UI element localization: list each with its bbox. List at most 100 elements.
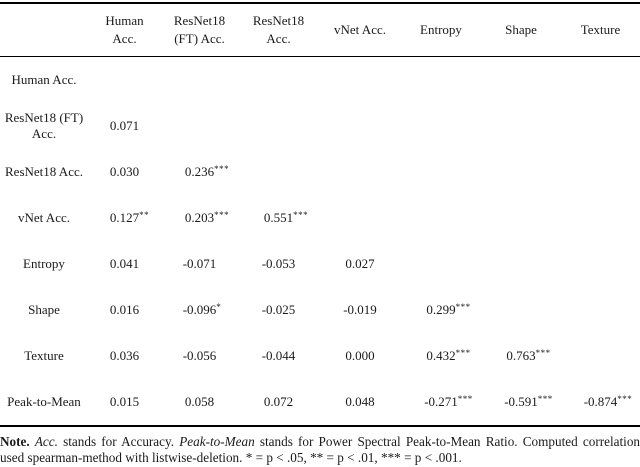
- cell-value: 0.236 ***: [185, 164, 229, 180]
- table-row: Texture 0.036 -0.056 -0.044 0.000 0.432 *** 0.7…: [0, 333, 640, 379]
- table-cell: [481, 103, 561, 149]
- column-header: ResNet18 Acc.: [238, 3, 319, 57]
- table-cell: 0.015: [88, 379, 161, 426]
- table-cell: -0.071: [161, 241, 238, 287]
- cell-value: -0.071: [182, 256, 217, 271]
- cell-value: 0.299 ***: [426, 302, 470, 318]
- cell-value: -0.271 ***: [424, 394, 472, 410]
- table-cell: 0.016: [88, 287, 161, 333]
- cell-value: 0.000: [345, 348, 375, 363]
- significance-stars: ***: [455, 302, 471, 312]
- cell-value: 0.072: [263, 394, 294, 409]
- table-cell: [561, 241, 640, 287]
- cell-value: 0.432 ***: [426, 348, 470, 364]
- note-segment: Note.: [0, 434, 30, 449]
- table-cell: -0.053: [238, 241, 319, 287]
- table-row: vNet Acc. 0.127 ** 0.203 *** 0.551 ***: [0, 195, 640, 241]
- column-header: Entropy: [401, 3, 481, 57]
- table-cell: [161, 57, 238, 104]
- table-cell: [481, 195, 561, 241]
- table-cell: 0.551 ***: [238, 195, 319, 241]
- significance-stars: *: [216, 302, 222, 312]
- significance-stars: ***: [214, 210, 230, 220]
- table-cell: 0.071: [88, 103, 161, 149]
- note-segment: Peak-to-Mean: [179, 434, 255, 449]
- row-label: Entropy: [23, 256, 65, 271]
- table-cell: [561, 57, 640, 104]
- cell-value: 0.041: [109, 256, 140, 271]
- table-cell: [401, 103, 481, 149]
- table-cell: [401, 149, 481, 195]
- table-cell: [238, 57, 319, 104]
- row-label: Human Acc.: [11, 72, 77, 87]
- table-cell: [319, 149, 401, 195]
- table-cell: [161, 103, 238, 149]
- significance-stars: **: [139, 210, 150, 220]
- row-label: Texture: [24, 348, 64, 363]
- table-cell: [561, 287, 640, 333]
- table-cell: 0.127 **: [88, 195, 161, 241]
- table-cell: [238, 149, 319, 195]
- cell-value: -0.044: [261, 348, 296, 363]
- table-cell: [238, 103, 319, 149]
- significance-stars: ***: [455, 348, 471, 358]
- significance-stars: ***: [293, 210, 309, 220]
- significance-stars: ***: [537, 394, 553, 404]
- cell-value: 0.015: [109, 394, 140, 409]
- table-cell: -0.019: [319, 287, 401, 333]
- table-note: Note. Acc. stands for Accuracy. Peak-to-…: [0, 434, 640, 466]
- cell-value: -0.096 *: [183, 302, 221, 318]
- table-row: Human Acc.: [0, 57, 640, 104]
- table-cell: 0.072: [238, 379, 319, 426]
- note-segment: stands for Accuracy.: [57, 434, 180, 449]
- row-label: ResNet18 (FT) Acc.: [4, 110, 84, 141]
- row-label: vNet Acc.: [18, 210, 70, 225]
- table-cell: [401, 195, 481, 241]
- table-cell: [481, 149, 561, 195]
- table-cell: 0.041: [88, 241, 161, 287]
- cell-value: -0.056: [182, 348, 217, 363]
- column-header: vNet Acc.: [319, 3, 401, 57]
- table-cell: [319, 57, 401, 104]
- table-row: Shape 0.016 -0.096 * -0.025 -0.019 0.299 ***: [0, 287, 640, 333]
- table-cell: -0.591 ***: [481, 379, 561, 426]
- table-cell: [561, 103, 640, 149]
- row-label: Peak-to-Mean: [7, 394, 81, 409]
- cell-value: 0.071: [109, 118, 140, 133]
- note-segment: stands for Power Spectral Peak-to-Mean R…: [0, 434, 640, 465]
- table-cell: [561, 333, 640, 379]
- significance-stars: ***: [617, 394, 633, 404]
- table-cell: -0.271 ***: [401, 379, 481, 426]
- cell-value: -0.019: [343, 302, 377, 317]
- correlation-table: Human Acc. ResNet18 (FT) Acc. ResNet18 Acc. vN…: [0, 2, 640, 427]
- table-cell: 0.027: [319, 241, 401, 287]
- table-cell: [319, 195, 401, 241]
- table-cell: [481, 287, 561, 333]
- cell-value: -0.053: [261, 256, 296, 271]
- cell-value: 0.551 ***: [264, 210, 308, 226]
- table-row: Peak-to-Mean 0.015 0.058 0.072 0.048 -0.271 **…: [0, 379, 640, 426]
- significance-stars: ***: [535, 348, 551, 358]
- table-cell: -0.044: [238, 333, 319, 379]
- table-cell: 0.036: [88, 333, 161, 379]
- cell-value: 0.127 **: [110, 210, 149, 226]
- table-cell: 0.000: [319, 333, 401, 379]
- table-cell: [481, 57, 561, 104]
- table-cell: -0.025: [238, 287, 319, 333]
- table-cell: 0.432 ***: [401, 333, 481, 379]
- column-header: ResNet18 (FT) Acc.: [161, 3, 238, 57]
- table-cell: [561, 195, 640, 241]
- table-row: ResNet18 (FT) Acc. 0.071: [0, 103, 640, 149]
- table-cell: 0.030: [88, 149, 161, 195]
- note-segment: Acc.: [34, 434, 58, 449]
- cell-value: -0.591 ***: [504, 394, 552, 410]
- table-cell: 0.058: [161, 379, 238, 426]
- table-cell: 0.299 ***: [401, 287, 481, 333]
- table-cell: [319, 103, 401, 149]
- cell-value: 0.030: [109, 164, 140, 179]
- corner-cell: [0, 3, 88, 57]
- table-cell: -0.056: [161, 333, 238, 379]
- cell-value: -0.025: [261, 302, 296, 317]
- table-cell: [481, 241, 561, 287]
- table-cell: [401, 57, 481, 104]
